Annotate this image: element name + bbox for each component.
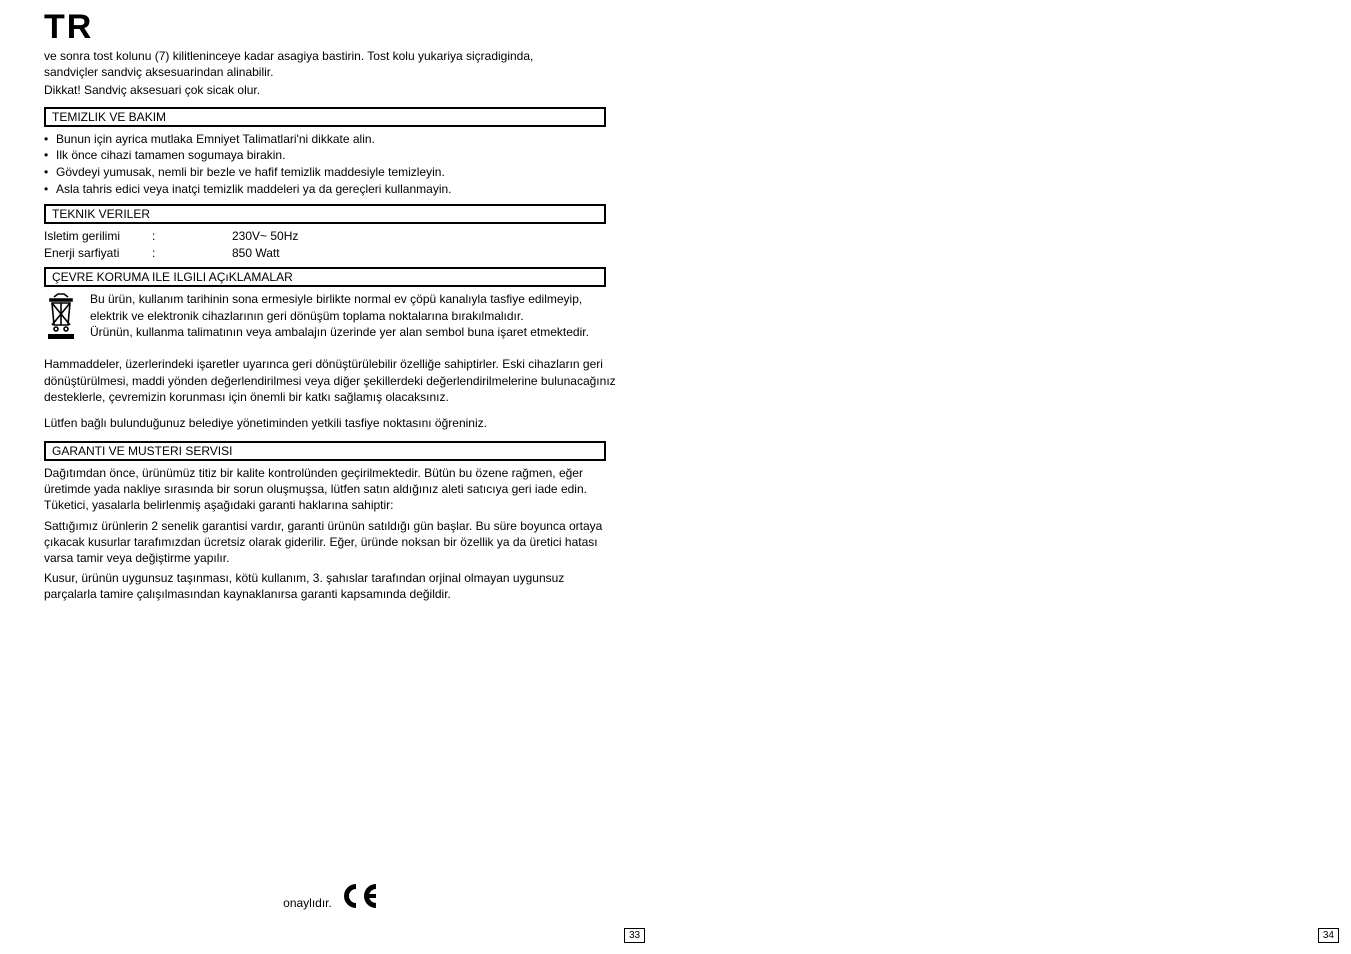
approved-text: onaylıdır. [283,896,332,910]
spec-label: Isletim gerilimi [44,228,152,245]
table-row: Enerji sarfiyati : 850 Watt [44,245,619,262]
bullet-dot: • [44,131,56,148]
tech-spec-table: Isletim gerilimi : 230V~ 50Hz Enerji sar… [44,228,619,262]
bullet-dot: • [44,147,56,164]
bullet-item: •Gövdeyi yumusak, nemli bir bezle ve haf… [44,164,619,181]
bullet-dot: • [44,181,56,198]
spec-value: 850 Watt [232,245,619,262]
intro-line-1: ve sonra tost kolunu (7) kilitleninceye … [44,49,533,63]
footer-approval: onaylıdır. [44,882,619,912]
environment-block: Bu ürün, kullanım tarihinin sona ermesiy… [44,291,619,346]
bullet-item: •Ilk önce cihazi tamamen sogumaya biraki… [44,147,619,164]
page-number-left: 33 [624,928,645,943]
bullet-text: Gövdeyi yumusak, nemli bir bezle ve hafi… [56,164,445,181]
left-column: TR ve sonra tost kolunu (7) kilitlenince… [44,10,619,613]
bullet-text: Ilk önce cihazi tamamen sogumaya birakin… [56,147,285,164]
weee-bin-icon [44,291,78,346]
bullet-item: •Bunun için ayrica mutlaka Emniyet Talim… [44,131,619,148]
spec-sep: : [152,228,232,245]
page-number-right: 34 [1318,928,1339,943]
section-title-tech: TEKNIK VERILER [44,204,606,224]
intro-note: Dikkat! Sandviç aksesuari çok sicak olur… [44,82,609,98]
bullet-dot: • [44,164,56,181]
section-title-warranty: GARANTI VE MUSTERI SERVISI [44,441,606,461]
language-code: TR [44,10,619,44]
env-paragraph-3: Hammaddeler, üzerlerindeki işaretler uya… [44,356,619,405]
env-paragraph-2: Ürünün, kullanma talimatının veya ambala… [90,324,590,340]
document-page: TR ve sonra tost kolunu (7) kilitlenince… [0,0,1351,954]
spec-label: Enerji sarfiyati [44,245,152,262]
warranty-paragraph-2: Sattığımız ürünlerin 2 senelik garantisi… [44,518,619,567]
bullet-text: Asla tahris edici veya inatçi temizlik m… [56,181,452,198]
intro-line-2: sandviçler sandviç aksesuarindan alinabi… [44,65,273,79]
bullet-text: Bunun için ayrica mutlaka Emniyet Talima… [56,131,375,148]
bullet-item: •Asla tahris edici veya inatçi temizlik … [44,181,619,198]
ce-mark-icon [340,882,380,910]
cleaning-bullet-list: •Bunun için ayrica mutlaka Emniyet Talim… [44,131,619,198]
intro-paragraph: ve sonra tost kolunu (7) kilitleninceye … [44,48,609,99]
environment-text: Bu ürün, kullanım tarihinin sona ermesiy… [90,291,590,346]
env-paragraph-1: Bu ürün, kullanım tarihinin sona ermesiy… [90,291,590,323]
section-title-cleaning: TEMIZLIK VE BAKIM [44,107,606,127]
spec-value: 230V~ 50Hz [232,228,619,245]
warranty-paragraph-1: Dağıtımdan önce, ürünümüz titiz bir kali… [44,465,619,514]
warranty-paragraph-3: Kusur, ürünün uygunsuz taşınması, kötü k… [44,570,619,602]
section-title-environment: ÇEVRE KORUMA ILE ILGILI AÇıKLAMALAR [44,267,606,287]
env-paragraph-4: Lütfen bağlı bulunduğunuz belediye yönet… [44,415,619,431]
spec-sep: : [152,245,232,262]
table-row: Isletim gerilimi : 230V~ 50Hz [44,228,619,245]
